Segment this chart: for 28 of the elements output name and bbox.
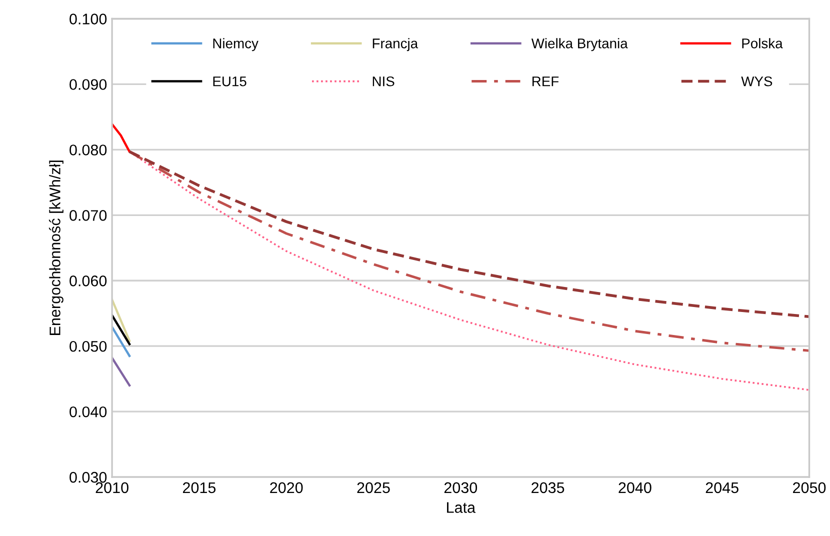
- legend-label: NIS: [372, 76, 394, 86]
- x-tick-label: 2050: [793, 482, 826, 494]
- x-tick-label: 2025: [357, 482, 390, 494]
- line-series: [128, 150, 810, 318]
- y-tick-label: 0.030: [70, 472, 107, 483]
- legend-label: Polska: [742, 38, 783, 48]
- legend-label: WYS: [741, 76, 772, 86]
- y-tick-label: 0.080: [70, 144, 107, 156]
- x-tick-label: 2040: [618, 482, 652, 494]
- x-tick-label: 2045: [706, 482, 738, 494]
- y-tick-label: 0.100: [70, 14, 107, 24]
- x-tick-label: 2020: [270, 482, 303, 494]
- x-tick-label: 2030: [444, 482, 478, 494]
- y-tick-label: 0.050: [70, 340, 107, 352]
- x-tick-label: 2035: [532, 482, 564, 494]
- legend-label: REF: [532, 76, 559, 86]
- x-axis-title: Lata: [447, 502, 476, 513]
- x-tick-label: 2015: [182, 482, 216, 494]
- y-tick-label: 0.070: [70, 210, 107, 221]
- legend-label: Francja: [372, 38, 418, 52]
- y-tick-label: 0.090: [70, 79, 107, 90]
- y-tick-label: 0.060: [70, 276, 107, 286]
- y-tick-label: 0.040: [70, 406, 107, 418]
- x-tick-label: 2010: [96, 482, 128, 494]
- legend-label: EU15: [213, 76, 246, 86]
- legend-label: Wielka Brytania: [531, 38, 628, 52]
- y-axis-title: Energochłonność [kWh/zł]: [48, 160, 64, 335]
- legend-label: Niemcy: [213, 38, 258, 52]
